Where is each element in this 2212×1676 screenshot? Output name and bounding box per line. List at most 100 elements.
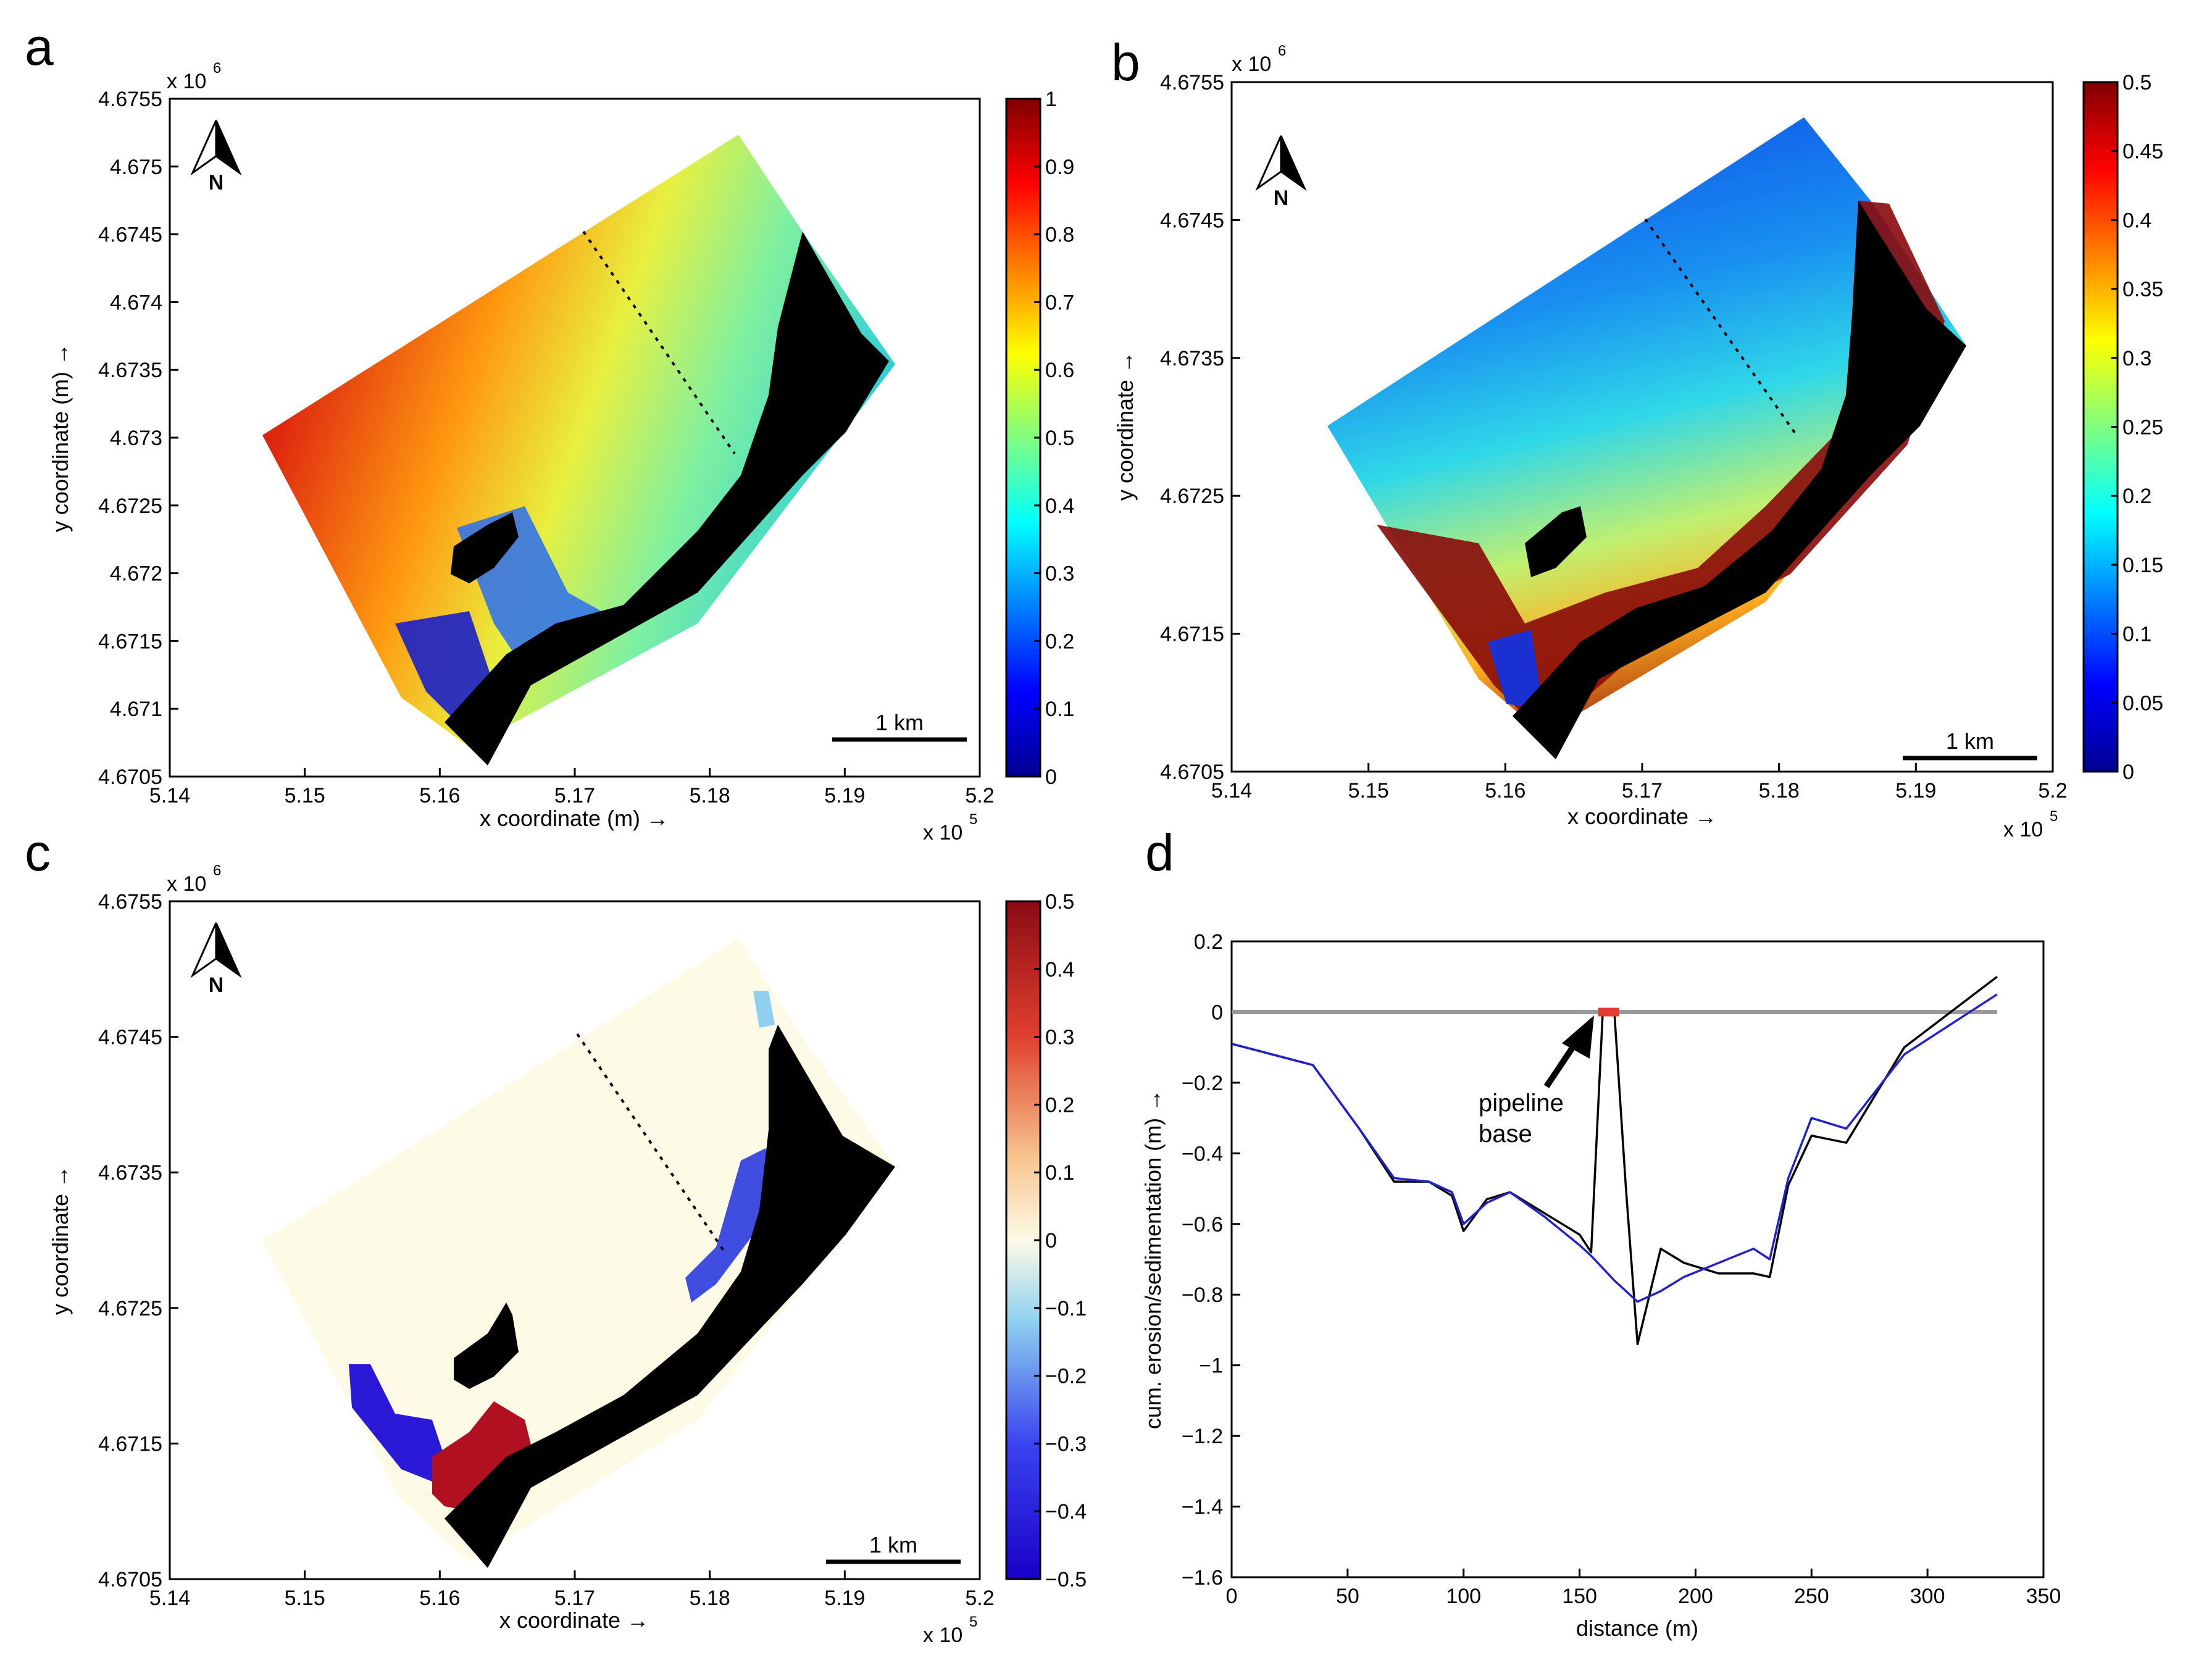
y-tick-label: −0.4 <box>1182 1142 1223 1165</box>
panel-letter-d: d <box>1145 823 1174 882</box>
axes-a-x-multiplier-exp: 5 <box>969 811 977 828</box>
colorbar-tick-label: 0.2 <box>2122 485 2151 508</box>
x-tick-label: 5.15 <box>285 1586 325 1610</box>
axes-b-y-multiplier-exp: 6 <box>1278 43 1286 59</box>
colorbar-c-ticks: 0.5 0.4 0.3 0.2 0.1 0 −0.1 −0.2 −0.3 −0.4 −0.5 <box>1034 890 1087 1591</box>
y-tick-label: 4.6735 <box>1160 347 1224 370</box>
colorbar-tick-label: 0.45 <box>2122 140 2163 164</box>
x-tick-label: 100 <box>1446 1585 1481 1608</box>
colorbar-tick-label: 0.4 <box>2122 209 2151 232</box>
scale-bar-c-label: 1 km <box>869 1532 917 1557</box>
y-tick-label: 4.6755 <box>1160 71 1224 94</box>
y-tick-label: −1.6 <box>1182 1566 1223 1590</box>
x-tick-label: 5.17 <box>554 784 595 807</box>
axes-d-y-ticks: 0.2 0 −0.2 −0.4 −0.6 −0.8 −1 −1.2 −1.4 −1.6 <box>1182 930 1240 1590</box>
axes-d-xlabel: distance (m) <box>1576 1616 1698 1641</box>
colorbar-tick-label: −0.1 <box>1045 1297 1087 1320</box>
x-tick-label: 5.2 <box>965 784 994 807</box>
north-arrow-icon: N <box>190 120 242 194</box>
x-tick-label: 5.2 <box>965 1586 994 1610</box>
colorbar-tick-label: 0.9 <box>1045 156 1074 179</box>
axes-c-xlabel: x coordinate → <box>499 1607 649 1633</box>
y-tick-label: 4.674 <box>110 291 162 314</box>
colorbar-tick-label: 1 <box>1045 88 1057 111</box>
x-tick-label: 5.14 <box>149 1586 190 1610</box>
y-tick-label: 4.6755 <box>98 890 162 914</box>
axes-a-xlabel: x coordinate (m) → <box>480 806 669 831</box>
y-tick-label: 4.6735 <box>98 359 162 382</box>
axes-b-ylabel: y coordinate → <box>1112 351 1138 501</box>
north-arrow-icon: N <box>190 922 242 997</box>
axes-b-y-multiplier: x 10 <box>1232 52 1271 76</box>
axes-c-x-ticks: 5.14 5.15 5.16 5.17 5.18 5.19 5.2 <box>149 1570 995 1610</box>
colorbar-tick-label: −0.2 <box>1045 1365 1087 1388</box>
colorbar-tick-label: 0.3 <box>1045 1026 1074 1049</box>
map-c-field <box>262 938 895 1562</box>
axes-b-x-ticks: 5.14 5.15 5.16 5.17 5.18 5.19 5.2 <box>1211 763 2068 803</box>
map-a-field <box>262 135 895 747</box>
north-label: N <box>1274 186 1289 210</box>
axes-b-x-multiplier-exp: 5 <box>2050 808 2058 825</box>
map-c-land <box>444 1025 895 1568</box>
north-arrow-icon: N <box>1255 135 1307 210</box>
colorbar-tick-label: 0.2 <box>1045 1093 1074 1117</box>
map-a-deep-blue <box>395 611 494 722</box>
colorbar-tick-label: 0.5 <box>1045 890 1074 914</box>
y-tick-label: −0.2 <box>1182 1072 1223 1095</box>
y-tick-label: −0.8 <box>1182 1283 1223 1307</box>
axes-a-y-ticks: 4.6755 4.675 4.6745 4.674 4.6735 4.673 4.6725 4… <box>98 88 178 789</box>
colorbar-tick-label: −0.5 <box>1045 1568 1087 1591</box>
axes-b-xlabel: x coordinate → <box>1567 804 1717 829</box>
y-tick-label: 4.6745 <box>1160 209 1224 232</box>
colorbar-tick-label: 0.35 <box>2122 278 2163 301</box>
panel-letter-b: b <box>1111 33 1140 91</box>
axes-c-y-multiplier-exp: 6 <box>213 862 221 879</box>
x-tick-label: 5.2 <box>2038 779 2067 803</box>
map-c-blue-coast <box>685 1148 778 1303</box>
x-tick-label: 5.16 <box>1485 779 1525 803</box>
colorbar-tick-label: 0.1 <box>1045 698 1074 721</box>
x-tick-label: 5.19 <box>824 784 865 807</box>
map-b-blue-pocket <box>1488 630 1543 710</box>
x-tick-label: 5.18 <box>1759 779 1800 803</box>
y-tick-label: 4.6725 <box>98 494 162 518</box>
axes-c-ylabel: y coordinate → <box>48 1165 73 1315</box>
y-tick-label: 4.6745 <box>98 1026 162 1049</box>
y-tick-label: 4.6705 <box>98 1568 162 1591</box>
x-tick-label: 5.19 <box>824 1586 865 1610</box>
x-tick-label: 5.16 <box>419 784 460 807</box>
scale-bar-a-label: 1 km <box>875 710 924 735</box>
map-a-land <box>444 231 889 765</box>
axes-a-y-multiplier-exp: 6 <box>213 60 221 77</box>
map-c-island <box>454 1303 519 1389</box>
colorbar-tick-label: 0.5 <box>2122 71 2151 94</box>
x-tick-label: 5.18 <box>690 784 730 807</box>
y-tick-label: 4.6705 <box>98 765 162 789</box>
y-tick-label: 4.673 <box>110 427 162 450</box>
y-tick-label: 0 <box>1211 1001 1223 1024</box>
map-b-land <box>1513 201 1966 759</box>
map-b-island <box>1525 506 1587 577</box>
x-tick-label: 0 <box>1226 1585 1238 1608</box>
x-tick-label: 5.19 <box>1895 779 1936 803</box>
x-tick-label: 5.17 <box>1622 779 1663 803</box>
annotation-arrow <box>1543 1015 1594 1088</box>
y-tick-label: 4.6715 <box>98 630 162 653</box>
axes-a-x-ticks: 5.14 5.15 5.16 5.17 5.18 5.19 5.2 <box>149 768 995 807</box>
x-tick-label: 5.14 <box>1211 779 1252 803</box>
map-c-transect <box>576 1033 727 1254</box>
map-a-island <box>451 512 519 583</box>
y-tick-label: 0.2 <box>1194 930 1223 954</box>
y-tick-label: 4.675 <box>110 156 162 179</box>
y-tick-label: −1.2 <box>1182 1425 1223 1448</box>
colorbar-tick-label: 0.3 <box>1045 562 1074 586</box>
north-label: N <box>209 973 224 997</box>
axes-d-x-ticks: 0 50 100 150 200 250 300 350 <box>1226 1569 2061 1608</box>
colorbar-tick-label: 0.3 <box>2122 347 2151 370</box>
colorbar-b-ticks: 0.5 0.45 0.4 0.35 0.3 0.25 0.2 0.15 0.1 0.05 0 <box>2111 71 2163 784</box>
panel-a: a 4.6755 4.675 4.6745 4.674 4.6735 4.673 4.672… <box>25 18 1074 844</box>
colorbar-tick-label: 0.05 <box>2122 691 2163 715</box>
y-tick-label: 4.6725 <box>98 1297 162 1320</box>
y-tick-label: 4.6725 <box>1160 485 1224 508</box>
